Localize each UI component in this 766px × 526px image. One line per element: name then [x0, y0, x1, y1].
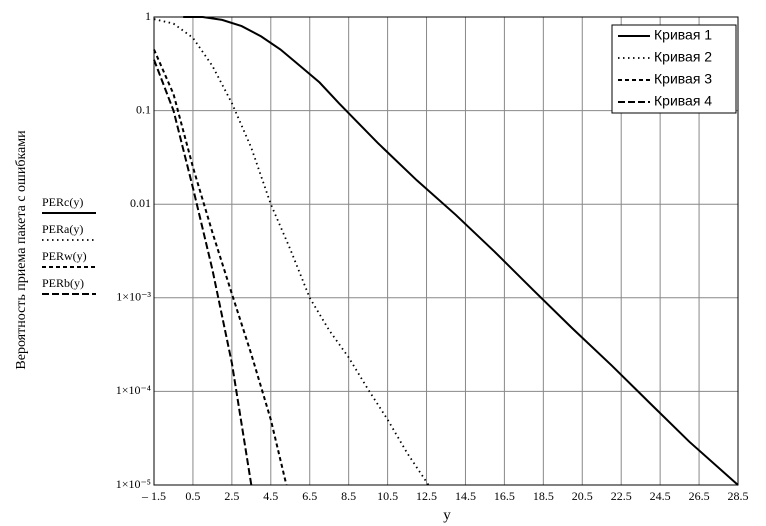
x-tick-label: 10.5 [377, 489, 398, 503]
x-tick-label: 0.5 [185, 489, 200, 503]
series-line [153, 18, 430, 486]
legend-label: Кривая 3 [654, 71, 712, 87]
expression-label: PERb(y) [42, 276, 84, 290]
x-tick-label: 14.5 [455, 489, 476, 503]
series-line [153, 59, 253, 486]
expression-label: PERw(y) [42, 249, 87, 263]
x-tick-label: 4.5 [263, 489, 278, 503]
x-tick-label: 8.5 [341, 489, 356, 503]
y-tick-label: 1×10⁻⁴ [116, 383, 151, 397]
series-line [183, 16, 739, 486]
legend-label: Кривая 1 [654, 27, 712, 43]
x-tick-label: 18.5 [533, 489, 554, 503]
y-tick-label: 1×10⁻⁵ [116, 477, 151, 491]
series-line [153, 49, 288, 486]
y-tick-label: 0.1 [136, 102, 151, 116]
x-tick-label: 6.5 [302, 489, 317, 503]
x-tick-label: – 1.5 [141, 489, 166, 503]
x-tick-label: 26.5 [689, 489, 710, 503]
plot-frame [153, 16, 739, 486]
expression-label: PERc(y) [42, 195, 83, 209]
y-tick-label: 0.01 [130, 196, 151, 210]
y-tick-label: 1×10⁻³ [116, 290, 151, 304]
x-tick-label: 20.5 [572, 489, 593, 503]
x-axis-label: y [443, 507, 451, 523]
x-tick-label: 28.5 [728, 489, 749, 503]
x-tick-label: 24.5 [650, 489, 671, 503]
expression-label: PERa(y) [42, 222, 83, 236]
legend-box [611, 24, 737, 114]
y-axis-label: Вероятность приема пакета с ошибками [14, 130, 29, 370]
legend-label: Кривая 2 [654, 49, 712, 65]
x-tick-label: 2.5 [224, 489, 239, 503]
y-tick-label: 1 [145, 9, 151, 23]
x-tick-label: 16.5 [494, 489, 515, 503]
x-tick-label: 22.5 [611, 489, 632, 503]
x-tick-label: 12.5 [416, 489, 437, 503]
legend-label: Кривая 4 [654, 93, 712, 109]
